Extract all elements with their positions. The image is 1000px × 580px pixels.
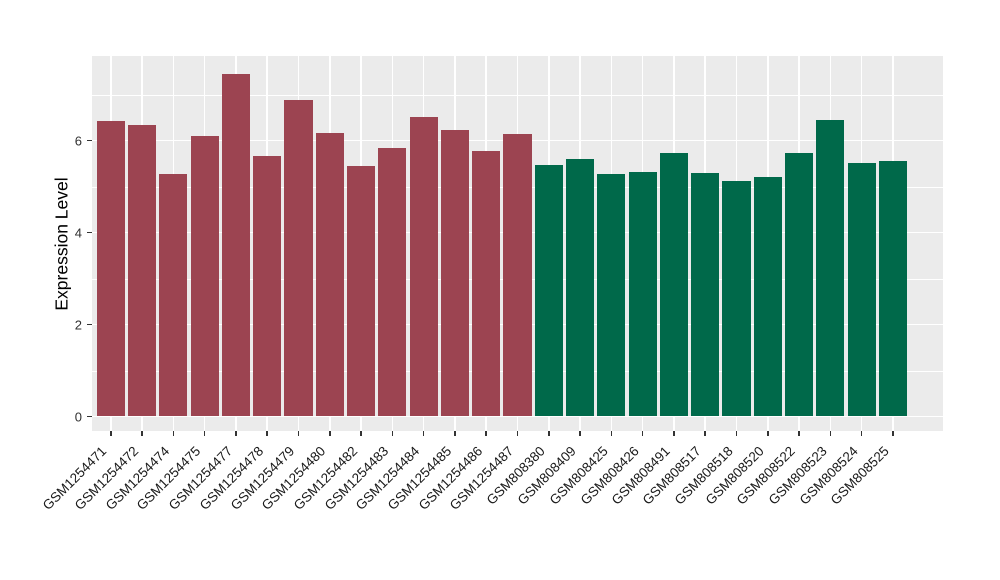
x-tick-mark bbox=[485, 431, 487, 436]
bar-GSM808491 bbox=[659, 153, 688, 417]
x-tick-mark bbox=[391, 431, 394, 436]
bar-GSM808523 bbox=[816, 119, 845, 417]
y-tick-mark bbox=[87, 139, 92, 142]
x-tick-mark bbox=[172, 431, 175, 436]
bar-GSM808425 bbox=[597, 174, 626, 417]
x-tick-mark bbox=[266, 431, 268, 436]
x-tick-mark bbox=[798, 431, 800, 436]
x-tick-mark bbox=[767, 431, 769, 436]
bar-GSM1254482 bbox=[346, 166, 376, 417]
x-tick-mark bbox=[704, 431, 706, 436]
y-tick-label: 4 bbox=[74, 225, 82, 241]
y-tick-label: 0 bbox=[74, 409, 82, 424]
bar-GSM808520 bbox=[753, 177, 782, 417]
bar-GSM1254485 bbox=[440, 129, 469, 417]
bar-GSM1254483 bbox=[378, 147, 407, 417]
x-tick-mark bbox=[673, 431, 675, 436]
bar-GSM1254474 bbox=[159, 173, 188, 417]
x-tick-mark bbox=[548, 431, 550, 436]
bar-GSM1254484 bbox=[409, 117, 438, 417]
x-tick-mark bbox=[735, 431, 738, 436]
x-tick-mark bbox=[829, 431, 832, 436]
x-tick-mark bbox=[141, 431, 143, 436]
bar-GSM1254479 bbox=[284, 99, 313, 417]
x-tick-mark bbox=[235, 431, 237, 436]
y-tick-mark bbox=[87, 231, 92, 234]
x-tick-mark bbox=[579, 431, 581, 436]
bar-GSM1254486 bbox=[472, 151, 501, 417]
bar-GSM1254472 bbox=[127, 125, 157, 417]
y-axis-title: Expression Level bbox=[51, 176, 72, 311]
bar-GSM1254477 bbox=[221, 74, 250, 417]
x-tick-mark bbox=[110, 431, 112, 436]
bar-GSM808522 bbox=[785, 153, 814, 417]
y-tick-label: 6 bbox=[74, 133, 82, 149]
x-tick-mark bbox=[360, 431, 362, 436]
x-tick-mark bbox=[203, 431, 206, 436]
x-tick-mark bbox=[892, 431, 894, 436]
x-tick-mark bbox=[297, 431, 300, 436]
y-tick-mark bbox=[87, 323, 92, 326]
bar-GSM1254480 bbox=[315, 132, 344, 417]
x-tick-mark bbox=[454, 431, 456, 436]
x-tick-mark bbox=[422, 431, 425, 436]
plot-panel bbox=[92, 56, 943, 431]
bar-GSM808426 bbox=[628, 171, 657, 417]
bar-GSM1254478 bbox=[253, 155, 282, 417]
x-tick-mark bbox=[329, 431, 331, 436]
x-tick-mark bbox=[610, 431, 613, 436]
y-tick-label: 2 bbox=[74, 317, 82, 333]
bar-GSM1254487 bbox=[503, 133, 532, 417]
bar-GSM1254471 bbox=[96, 120, 125, 417]
y-tick-mark bbox=[87, 415, 92, 418]
bar-GSM808525 bbox=[878, 160, 908, 417]
bar-GSM808517 bbox=[691, 172, 720, 417]
bar-GSM808409 bbox=[565, 159, 595, 417]
bar-GSM808380 bbox=[534, 165, 563, 417]
x-tick-mark bbox=[641, 431, 644, 436]
bar-GSM808524 bbox=[847, 163, 876, 417]
bar-GSM808518 bbox=[722, 181, 751, 417]
x-tick-mark bbox=[516, 431, 519, 436]
x-tick-mark bbox=[860, 431, 863, 436]
bar-GSM1254475 bbox=[190, 135, 219, 417]
